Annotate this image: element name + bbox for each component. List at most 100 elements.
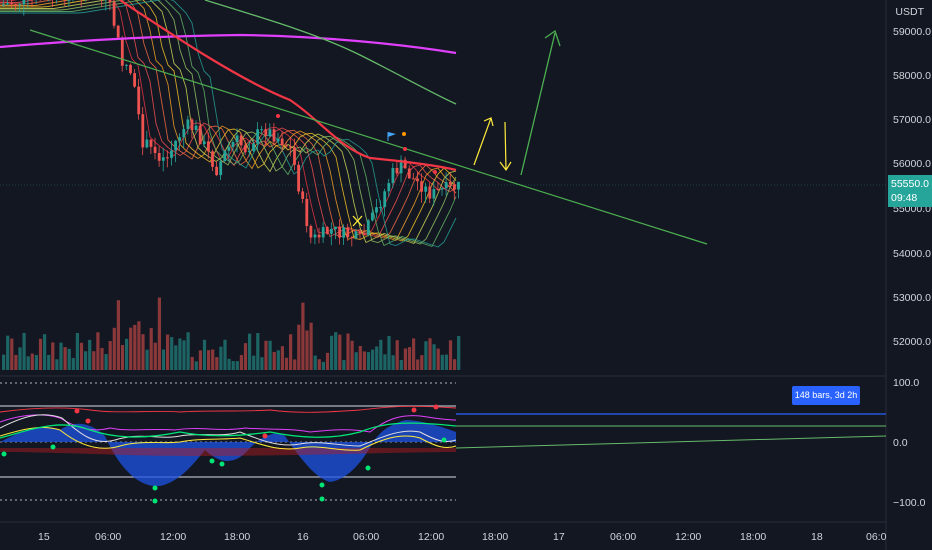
volume-bar [149,328,153,370]
volume-bar [116,300,120,370]
volume-bar [407,347,412,370]
volume-bar [293,359,297,370]
volume-bar [284,357,289,370]
volume-bar [428,338,432,370]
candle-body [256,129,259,144]
time-tick: 18:00 [482,531,508,543]
volume-bar [2,354,6,370]
candle-body [219,161,223,176]
signal-dot [403,147,407,151]
indicator-tick: 0.0 [893,437,908,449]
volume-bar [239,355,243,370]
measure-range-badge[interactable]: 148 bars, 3d 2h [792,386,860,405]
last-price-value: 55550.0 [891,178,929,190]
candle-body [334,226,337,230]
volume-bar [383,354,387,370]
volume-bar [420,355,424,370]
last-price-badge: 55550.0 09:48 [888,175,932,207]
candle-body [190,119,194,131]
volume-bar [51,342,55,370]
volume-bar [170,337,174,370]
volume-bar [178,338,182,370]
ma-green [204,0,457,105]
candle-body [420,181,423,192]
candle-body [276,138,280,142]
candle-body [22,0,26,5]
volume-bar [457,335,461,370]
volume-bar [268,340,272,370]
candle-body [108,0,112,2]
candle-body [260,129,264,131]
volume-bar [79,342,84,370]
volume-bar [444,354,448,370]
ma-red [119,0,457,172]
candle-body [153,146,157,154]
signal-dot [402,132,406,136]
candle-body [424,186,428,192]
volume-bar [276,350,280,370]
flag-icon [387,132,396,141]
time-tick: 06:00 [353,531,379,543]
candle-body [305,198,309,227]
price-tick: 56000.0 [893,158,931,170]
indicator-axis[interactable]: 100.0 0.0 −100.0 [893,377,926,509]
ema-line [0,0,457,242]
trendline[interactable] [29,29,708,245]
time-tick: 06:00 [610,531,636,543]
volume-bar [14,354,18,370]
volume-bar [371,349,375,370]
candle-body [207,141,210,152]
volume-bar [215,357,219,370]
volume-bar [219,346,223,370]
yellow-down-arrow[interactable] [499,121,512,172]
candle-body [198,125,202,145]
price-tick: 57000.0 [893,114,931,126]
price-axis[interactable]: 59000.0 58000.0 57000.0 56000.0 55000.0 … [893,26,931,348]
volume-bar [129,327,133,370]
volume-bar [280,346,284,370]
cross-marker-icon [352,215,363,227]
volume-bar [309,322,313,370]
signal-dot [433,170,437,174]
candle-body [223,150,227,162]
volume-bar [235,361,239,370]
candle-body [202,141,206,145]
volume-bar [96,332,100,370]
volume-bar [362,351,366,370]
time-tick: 12:00 [160,531,186,543]
candlesticks [2,0,460,247]
volume-bar [10,338,14,370]
green-up-arrow[interactable] [520,29,561,176]
volume-bar [75,332,79,370]
volume-bar [264,340,268,370]
yellow-up-arrow[interactable] [473,117,494,166]
candle-body [444,182,448,189]
time-tick: 18:00 [740,531,766,543]
candle-body [453,184,456,190]
volume-bar [198,350,202,370]
candle-body [297,164,300,192]
time-axis[interactable]: 15 06:00 12:00 18:00 16 06:00 12:00 18:0… [38,531,887,543]
volume-bar [30,353,34,370]
volume-bar [104,354,108,370]
time-tick: 16 [297,531,309,543]
indicator-tick: 100.0 [893,377,919,389]
time-tick: 12:00 [418,531,444,543]
candle-body [170,150,173,158]
candle-body [145,139,149,148]
time-tick: 17 [553,531,565,543]
volume-bar [43,334,47,370]
volume-bar [260,357,264,370]
candle-body [416,178,419,182]
volume-bar [317,359,321,370]
candle-body [129,64,132,74]
volume-bar [125,338,129,370]
candle-body [235,135,239,143]
candle-body [157,153,161,161]
volume-bar [63,347,67,370]
price-tick: 52000.0 [893,336,931,348]
candle-body [448,182,452,185]
candle-body [227,146,231,151]
candle-body [338,226,341,238]
